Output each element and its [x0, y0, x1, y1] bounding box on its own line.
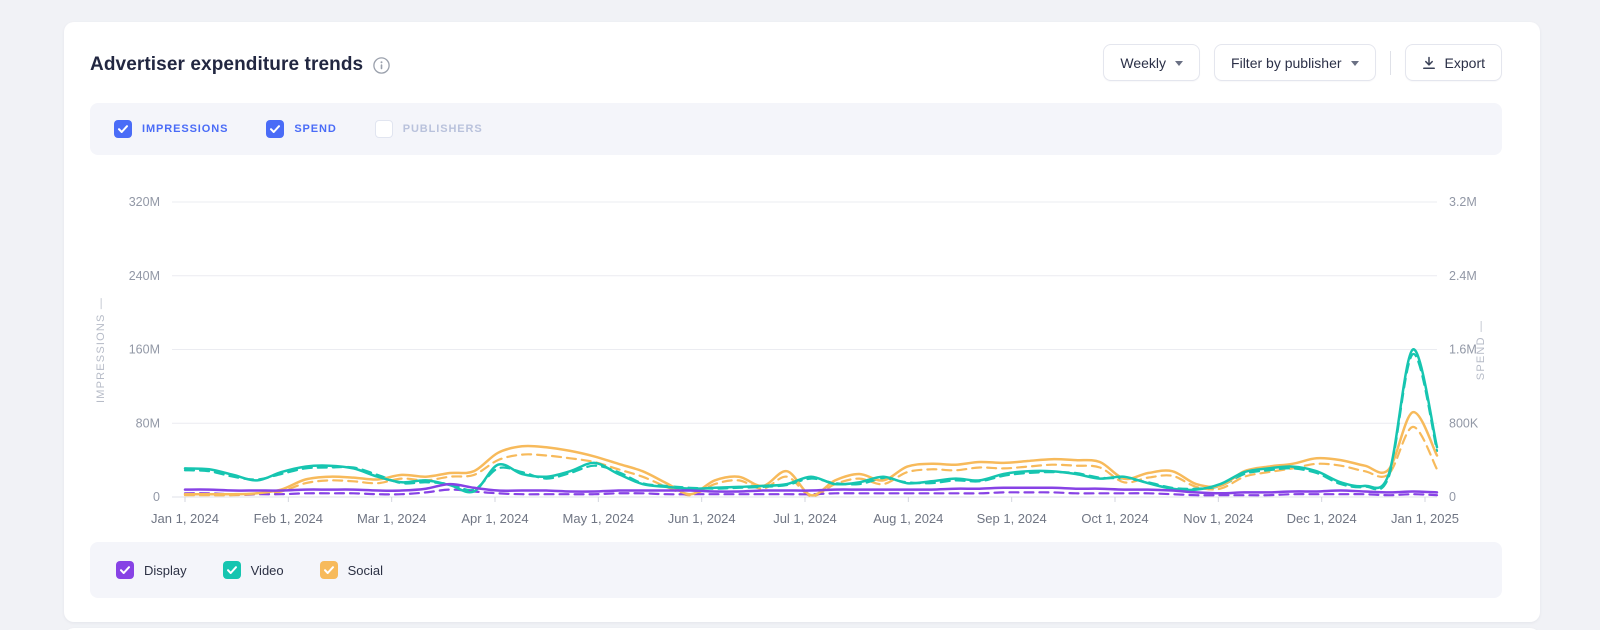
publisher-filter-label: Filter by publisher — [1231, 54, 1342, 71]
right-axis-tick: 3.2M — [1449, 195, 1477, 209]
metric-toggle-label: SPEND — [294, 123, 337, 135]
card-header: Advertiser expenditure trends — [90, 54, 390, 76]
x-axis-tick: May 1, 2024 — [563, 511, 635, 526]
metric-toggle-bar: IMPRESSIONS SPEND PUBLISHERS — [90, 103, 1502, 155]
left-axis-tick: 80M — [136, 416, 160, 430]
next-card-edge — [64, 628, 1540, 630]
divider — [1389, 50, 1391, 75]
social-spend-line — [183, 425, 1439, 498]
metric-toggle-impressions[interactable]: IMPRESSIONS — [114, 120, 228, 138]
left-axis-tick: 160M — [129, 343, 160, 357]
metric-toggle-label: PUBLISHERS — [402, 123, 483, 135]
chevron-down-icon — [1350, 60, 1359, 66]
left-axis-tick: 0 — [153, 490, 160, 504]
checkbox-icon — [222, 561, 241, 579]
x-axis-tick: Mar 1, 2024 — [357, 511, 426, 526]
x-axis-tick: Dec 1, 2024 — [1287, 511, 1357, 526]
right-axis-tick: 0 — [1449, 490, 1456, 504]
metric-toggle-publishers[interactable]: PUBLISHERS — [374, 120, 483, 138]
right-axis-tick: 2.4M — [1449, 269, 1477, 283]
legend-toggle-video[interactable]: Video — [222, 561, 284, 579]
chart-canvas: 0 0 80M 800K 160M 1.6M 240M 2.4M 320M 3.2M Jan 1, … — [95, 195, 1487, 526]
x-axis-tick: Aug 1, 2024 — [873, 511, 943, 526]
export-button-label: Export — [1444, 54, 1485, 71]
x-axis-tick: Sep 1, 2024 — [977, 511, 1047, 526]
metric-toggle-label: IMPRESSIONS — [142, 123, 229, 135]
right-axis-tick: 800K — [1449, 416, 1479, 430]
right-axis-title: SPEND — — [1475, 320, 1487, 380]
legend-label: Social — [347, 562, 384, 578]
x-axis-tick: Jan 1, 2025 — [1391, 511, 1459, 526]
left-axis-title: IMPRESSIONS — — [95, 297, 107, 403]
legend-toggle-social[interactable]: Social — [319, 561, 384, 579]
x-axis-tick: Feb 1, 2024 — [254, 511, 323, 526]
legend-toggle-display[interactable]: Display — [116, 561, 187, 579]
display-impressions-line — [183, 482, 1439, 495]
legend-label: Video — [250, 562, 284, 578]
chart-card: Advertiser expenditure trends Weekly Fil… — [64, 22, 1540, 622]
period-dropdown-label: Weekly — [1120, 54, 1167, 71]
info-icon[interactable] — [373, 56, 390, 74]
checkbox-icon — [114, 120, 132, 138]
left-axis-tick: 240M — [129, 269, 160, 283]
left-axis-tick: 320M — [129, 195, 160, 209]
checkbox-icon — [374, 120, 393, 138]
chart-area: 0 0 80M 800K 160M 1.6M 240M 2.4M 320M 3.2M Jan 1, … — [80, 170, 1500, 547]
download-icon — [1422, 56, 1436, 70]
x-axis-tick: Jul 1, 2024 — [773, 511, 837, 526]
chevron-down-icon — [1175, 60, 1184, 66]
metric-toggle-spend[interactable]: SPEND — [266, 120, 336, 138]
video-impressions-line — [183, 348, 1439, 494]
header-controls: Weekly Filter by publisher Export — [1103, 44, 1502, 81]
right-axis-tick: 1.6M — [1449, 343, 1477, 357]
x-axis-tick: Jun 1, 2024 — [668, 511, 736, 526]
x-axis-tick: Jan 1, 2024 — [151, 511, 219, 526]
page-title: Advertiser expenditure trends — [90, 54, 364, 75]
publisher-filter-dropdown[interactable]: Filter by publisher — [1214, 44, 1376, 81]
legend-label: Display — [144, 562, 187, 578]
x-axis-tick: Apr 1, 2024 — [461, 511, 528, 526]
checkbox-icon — [266, 120, 285, 138]
export-button[interactable]: Export — [1404, 44, 1502, 81]
series-legend-bar: Display Video Social — [90, 542, 1502, 598]
x-axis-tick: Oct 1, 2024 — [1081, 511, 1148, 526]
display-spend-line — [183, 488, 1439, 497]
checkbox-icon — [319, 561, 338, 579]
period-dropdown[interactable]: Weekly — [1103, 44, 1201, 81]
checkbox-icon — [116, 561, 134, 579]
x-axis-tick: Nov 1, 2024 — [1183, 511, 1253, 526]
